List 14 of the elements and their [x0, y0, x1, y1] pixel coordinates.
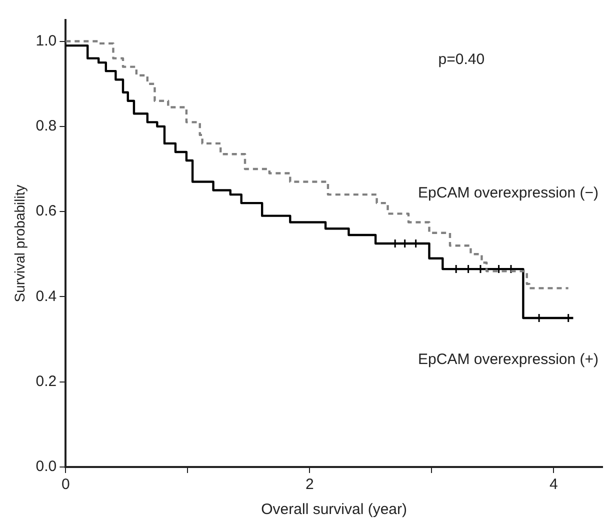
y-tick-label: 0.8	[36, 118, 57, 135]
y-tick-label: 0.2	[36, 373, 57, 390]
y-tick-label: 0.4	[36, 288, 57, 305]
y-tick-label: 0.0	[36, 458, 57, 476]
y-tick-label: 0.6	[36, 202, 57, 220]
x-tick-label: 0	[61, 476, 70, 494]
text: EpCAM overexpression (+)	[418, 351, 599, 368]
x-tick-label: 4	[550, 476, 558, 494]
y-axis-title: Survival probability	[11, 184, 28, 302]
x-tick-label: 2	[306, 476, 314, 494]
y-tick-label: 1.0	[36, 32, 57, 50]
x-axis-title: Overall survival (year)	[261, 501, 408, 518]
annotation: p=0.40	[438, 51, 485, 68]
series-label: EpCAM overexpression (−)	[418, 184, 599, 202]
